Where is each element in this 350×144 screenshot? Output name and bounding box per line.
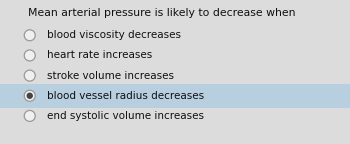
Text: blood vessel radius decreases: blood vessel radius decreases [47, 91, 204, 101]
Ellipse shape [27, 93, 33, 99]
Ellipse shape [24, 70, 35, 81]
Text: Mean arterial pressure is likely to decrease when: Mean arterial pressure is likely to decr… [28, 8, 295, 18]
Ellipse shape [24, 50, 35, 61]
Ellipse shape [24, 110, 35, 121]
Ellipse shape [24, 90, 35, 101]
Ellipse shape [24, 30, 35, 41]
Bar [0, 84, 350, 108]
Text: end systolic volume increases: end systolic volume increases [47, 111, 204, 121]
Text: heart rate increases: heart rate increases [47, 50, 153, 60]
Text: stroke volume increases: stroke volume increases [47, 71, 174, 81]
Text: blood viscosity decreases: blood viscosity decreases [47, 30, 181, 40]
